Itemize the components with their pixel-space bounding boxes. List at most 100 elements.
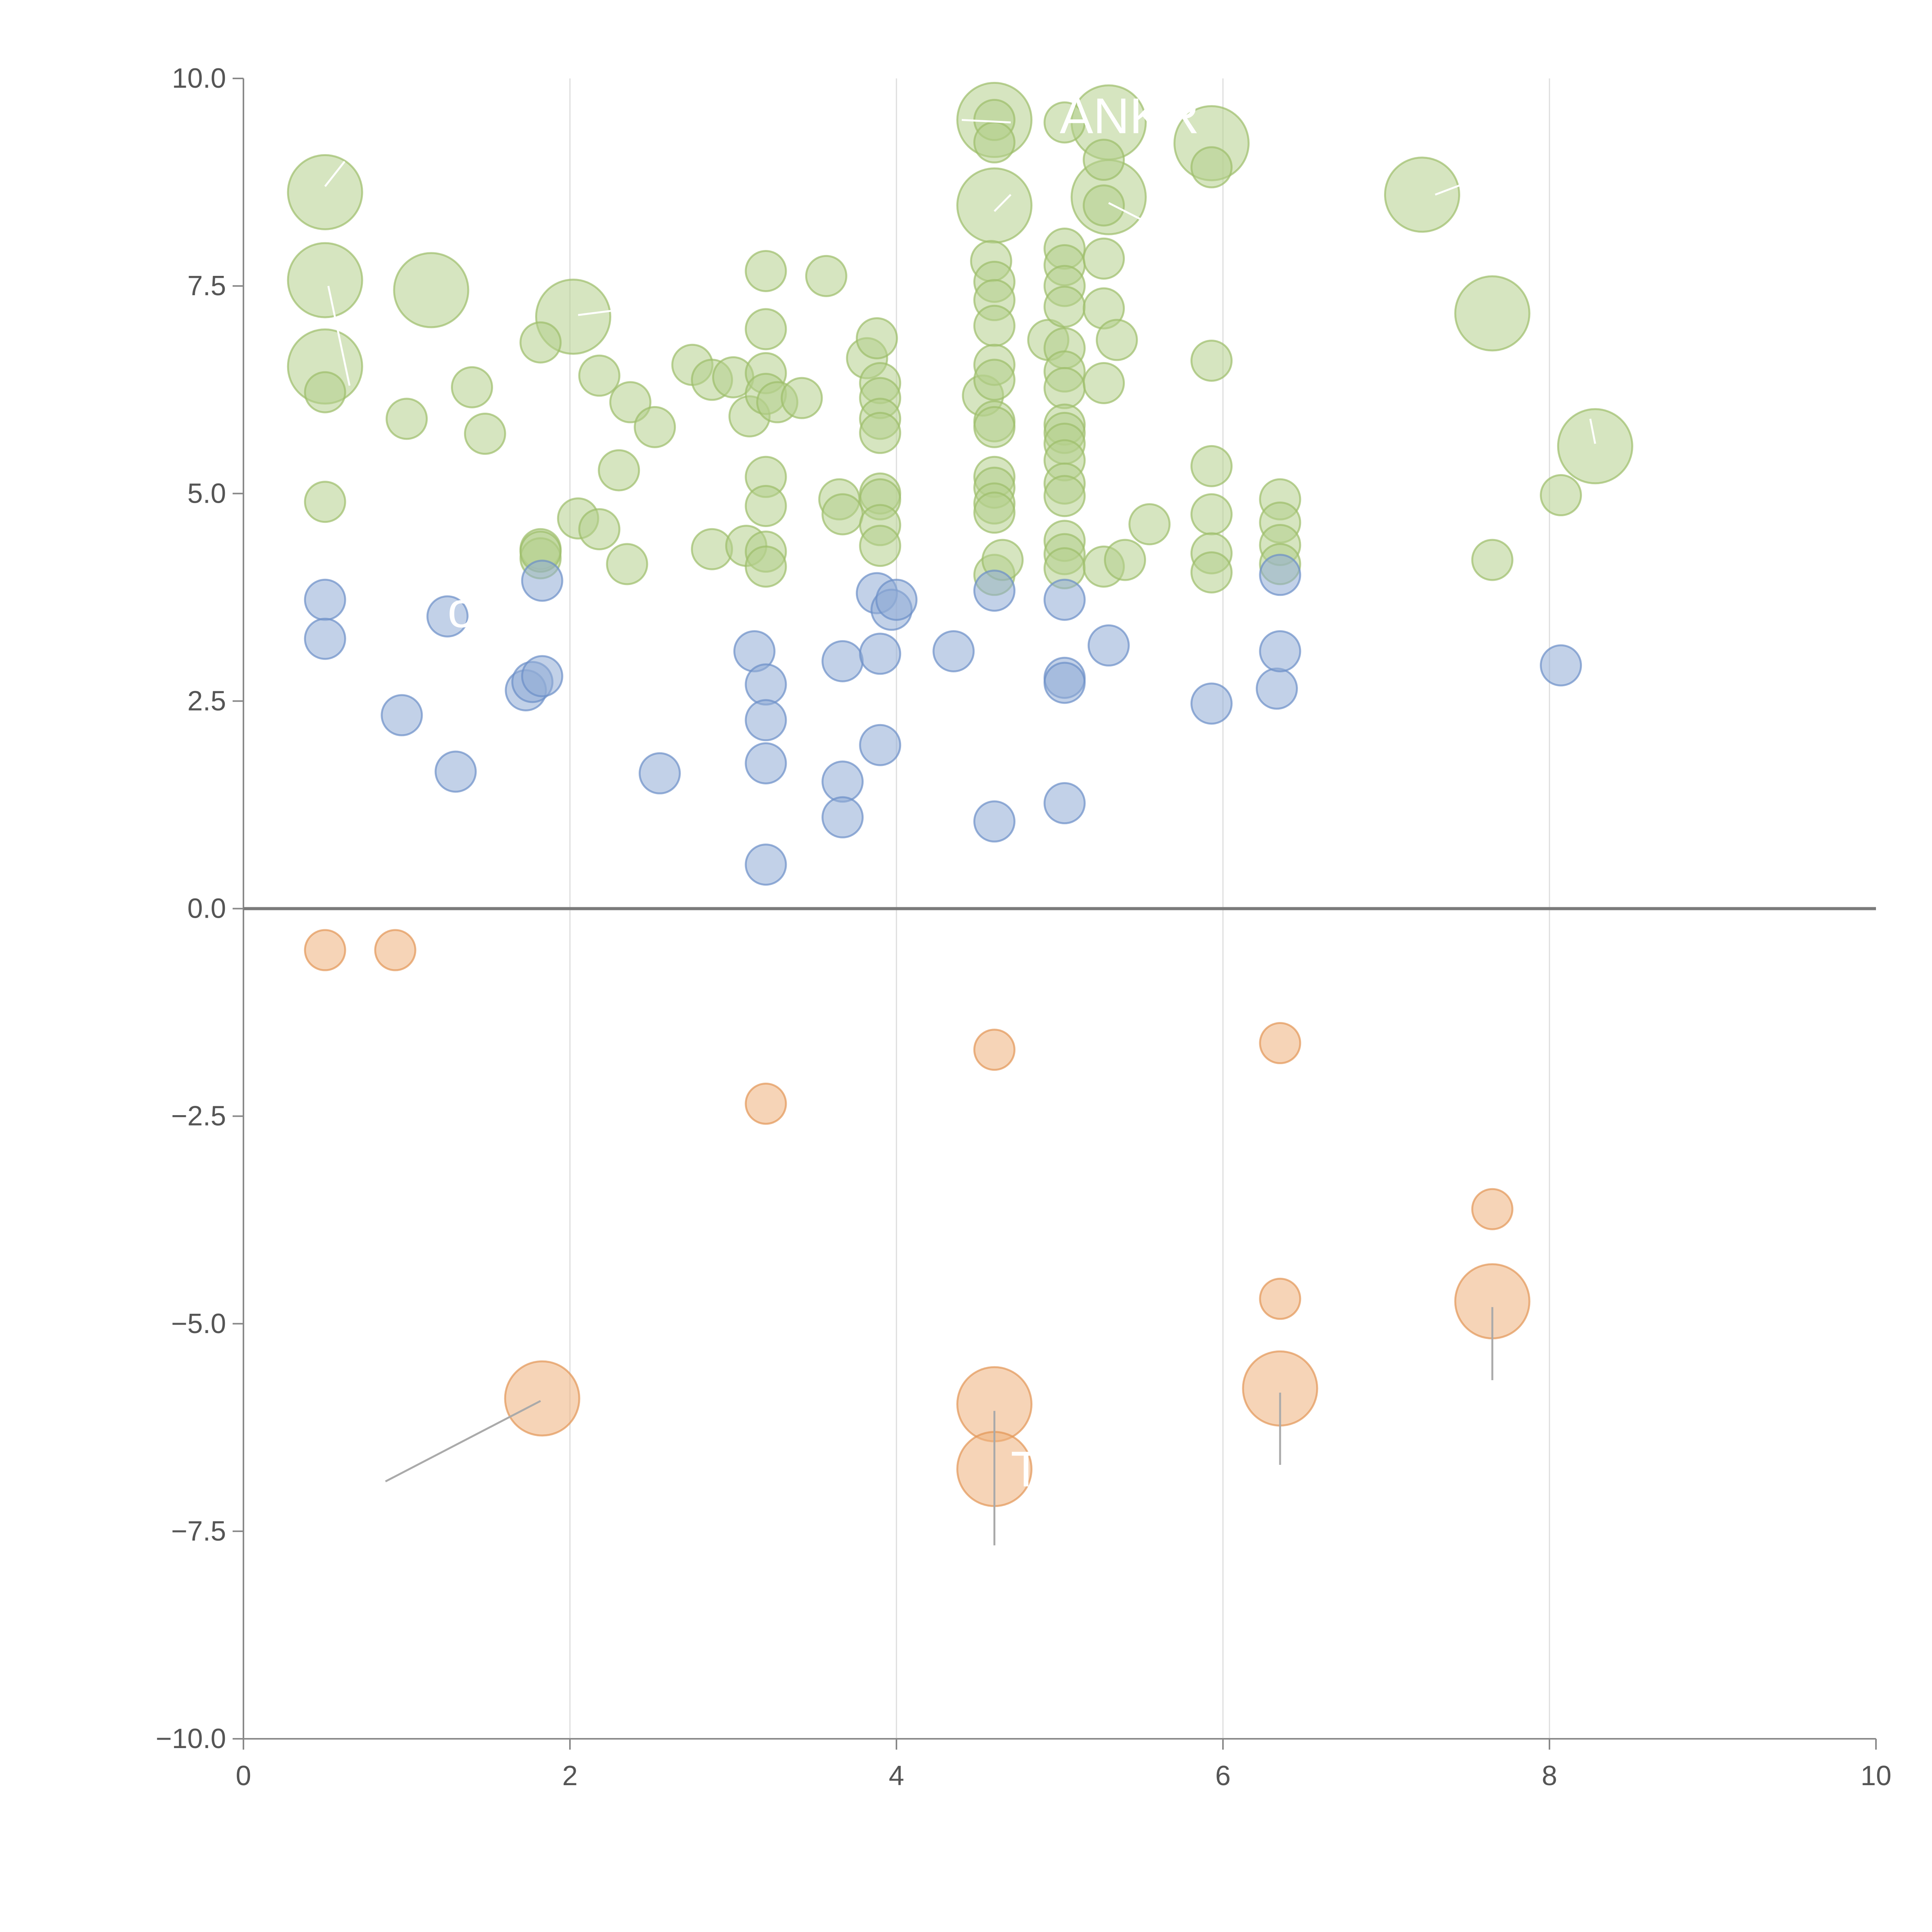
blue-bubble	[304, 617, 346, 660]
leader-line	[993, 194, 1012, 212]
series-layer	[287, 82, 1633, 1507]
green-bubble	[578, 354, 621, 397]
green-bubble	[1083, 237, 1125, 280]
y-tick-label: −7.5	[171, 1516, 226, 1547]
green-bubble	[304, 371, 346, 413]
green-bubble	[1454, 275, 1531, 352]
x-tick-label: 10	[1861, 1760, 1891, 1791]
blue-bubble	[859, 724, 901, 766]
point-label: ANKR	[1060, 88, 1199, 144]
blue-bubble	[1190, 682, 1233, 725]
green-bubble	[973, 406, 1015, 448]
green-bubble	[304, 481, 346, 523]
green-bubble	[519, 321, 562, 364]
green-bubble	[956, 167, 1032, 244]
blue-bubble	[381, 694, 423, 736]
green-bubble	[464, 413, 506, 455]
green-bubble	[386, 398, 428, 440]
orange-bubble	[504, 1360, 580, 1437]
green-bubble	[578, 508, 621, 551]
leader-line	[578, 310, 611, 316]
green-bubble	[973, 492, 1015, 534]
leader-layer	[324, 119, 1596, 1546]
x-tick-label: 4	[889, 1760, 904, 1791]
orange-bubble	[304, 929, 346, 971]
x-tick-label: 6	[1215, 1760, 1231, 1791]
blue-bubble	[875, 578, 918, 621]
green-bubble	[287, 242, 363, 318]
blue-bubble	[1259, 630, 1301, 672]
point-label: T	[1011, 1441, 1041, 1497]
blue-bubble	[1087, 624, 1130, 667]
green-bubble	[1083, 184, 1125, 227]
x-tick-label: 2	[562, 1760, 578, 1791]
green-bubble	[973, 304, 1015, 347]
green-bubble	[1190, 445, 1233, 487]
green-bubble	[745, 308, 787, 350]
y-tick-label: −5.0	[171, 1308, 226, 1339]
green-bubble	[1128, 503, 1171, 546]
x-tick-label: 8	[1542, 1760, 1557, 1791]
green-bubble	[1043, 286, 1086, 328]
green-bubble	[1095, 319, 1138, 361]
axis-layer: 10.0 7.5 5.0 2.5 0.0 −2.5 −5.0 −7.5 −10.0 0 2 4 6 8 10	[156, 63, 1891, 1791]
blue-bubble	[638, 752, 681, 794]
green-bubble	[1384, 156, 1460, 233]
green-bubble	[821, 493, 864, 536]
green-bubble	[1083, 362, 1125, 404]
orange-bubble	[973, 1029, 1015, 1071]
green-bubble	[973, 359, 1015, 401]
y-tick-label: 2.5	[187, 685, 226, 716]
blue-bubble	[521, 560, 563, 602]
green-bubble	[1190, 493, 1233, 536]
blue-bubble	[745, 699, 787, 742]
blue-bubble	[1043, 782, 1086, 825]
blue-bubble	[859, 633, 901, 675]
green-bubble	[859, 412, 901, 454]
green-bubble	[1190, 551, 1233, 594]
y-tick-label: −10.0	[156, 1723, 226, 1754]
blue-bubble	[821, 796, 864, 838]
green-bubble	[1540, 474, 1582, 517]
blue-bubble	[304, 578, 346, 621]
green-bubble	[973, 121, 1015, 163]
green-bubble	[1190, 339, 1233, 382]
blue-bubble	[434, 750, 477, 793]
leader-line	[1108, 202, 1150, 225]
green-bubble	[393, 252, 469, 328]
green-bubble	[745, 485, 787, 527]
orange-bubble	[1471, 1188, 1514, 1230]
blue-bubble	[932, 630, 975, 672]
blue-bubble	[1255, 667, 1298, 710]
green-bubble	[634, 406, 676, 448]
label-layer: ANKR ou T	[447, 88, 1199, 1497]
green-bubble	[1043, 101, 1086, 144]
green-bubble	[745, 545, 787, 588]
green-bubble	[606, 543, 648, 585]
green-bubble	[451, 366, 493, 408]
leader-line	[385, 1400, 541, 1483]
green-bubble	[1471, 539, 1514, 581]
green-bubble	[1083, 139, 1125, 181]
green-bubble	[1043, 367, 1086, 409]
green-bubble	[1557, 408, 1633, 485]
y-tick-label: 5.0	[187, 478, 226, 509]
leader-line	[1435, 181, 1468, 196]
leader-line	[1589, 418, 1596, 444]
green-bubble	[598, 449, 640, 492]
y-tick-label: 7.5	[187, 270, 226, 301]
green-bubble	[1043, 475, 1086, 517]
blue-bubble	[1043, 578, 1086, 621]
green-bubble	[1104, 539, 1146, 581]
orange-bubble	[745, 1082, 787, 1125]
green-bubble	[1190, 146, 1233, 189]
y-tick-label: 10.0	[172, 63, 226, 94]
blue-bubble	[821, 640, 864, 682]
green-bubble	[855, 317, 898, 359]
orange-bubble	[1259, 1277, 1301, 1320]
y-tick-label: −2.5	[171, 1101, 226, 1132]
blue-bubble	[745, 663, 787, 706]
orange-bubble	[374, 929, 417, 971]
